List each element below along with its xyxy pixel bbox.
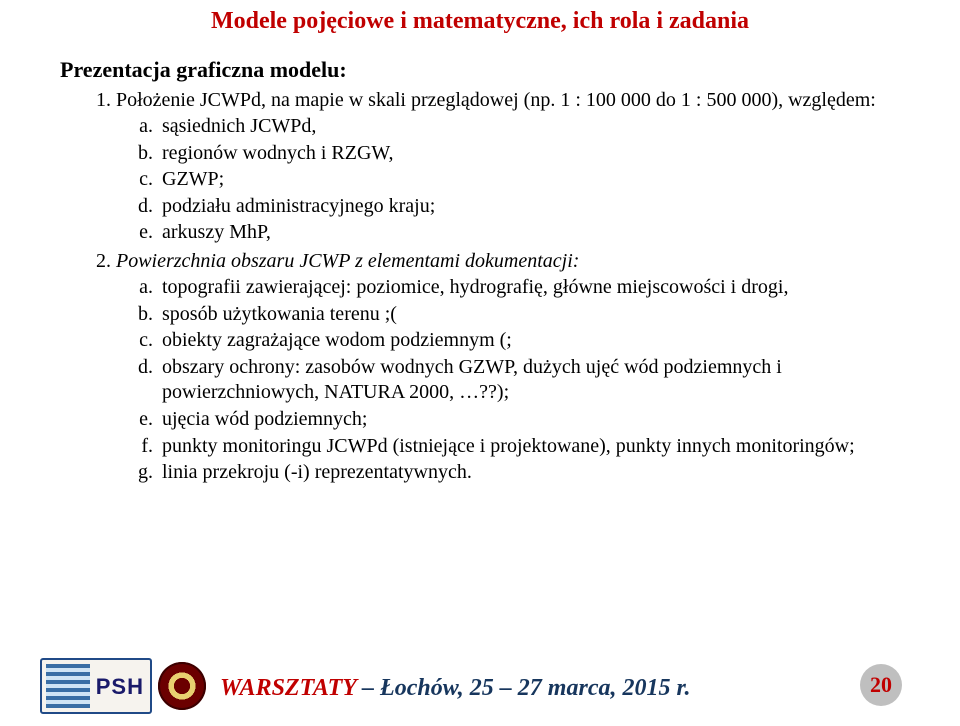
list-item-2-sublist: topografii zawierającej: poziomice, hydr… xyxy=(116,275,900,486)
slide-title-text: Modele pojęciowe i matematyczne, ich rol… xyxy=(211,8,749,34)
list-item-1-sublist: sąsiednich JCWPd, regionów wodnych i RZG… xyxy=(116,114,900,246)
list-item-2b: sposób użytkowania terenu ;( xyxy=(158,302,900,328)
list-item-1a-text: sąsiednich JCWPd, xyxy=(162,115,316,137)
psh-logo-label: PSH xyxy=(96,674,144,700)
list-item-1c-text: GZWP; xyxy=(162,168,224,190)
slide-title: Modele pojęciowe i matematyczne, ich rol… xyxy=(60,8,900,35)
footer-accent-word: WARSZTATY xyxy=(220,675,356,701)
institute-emblem-circle-icon xyxy=(158,662,206,710)
subheading-text: Prezentacja graficzna modelu: xyxy=(60,57,347,82)
list-item-1d-text: podziału administracyjnego kraju; xyxy=(162,195,435,217)
list-item-2a-text: topografii zawierającej: poziomice, hydr… xyxy=(162,276,788,298)
list-item-2g-text: linia przekroju (-i) reprezentatywnych. xyxy=(162,461,472,483)
list-item-1: Położenie JCWPd, na mapie w skali przegl… xyxy=(116,89,900,246)
list-item-2a: topografii zawierającej: poziomice, hydr… xyxy=(158,275,900,301)
slide-page: Modele pojęciowe i matematyczne, ich rol… xyxy=(0,0,960,726)
list-item-1b-text: regionów wodnych i RZGW, xyxy=(162,142,393,164)
list-item-2: Powierzchnia obszaru JCWP z elementami d… xyxy=(116,250,900,486)
list-item-1c: GZWP; xyxy=(158,167,900,193)
page-number-badge: 20 xyxy=(860,664,902,706)
list-item-2b-text: sposób użytkowania terenu ;( xyxy=(162,303,397,325)
footer: PSH WARSZTATY – Łochów, 25 – 27 marca, 2… xyxy=(0,652,960,716)
numbered-list: Położenie JCWPd, na mapie w skali przegl… xyxy=(60,89,900,486)
list-item-2f: punkty monitoringu JCWPd (istniejące i p… xyxy=(158,434,900,460)
list-item-1e-text: arkuszy MhP, xyxy=(162,221,271,243)
psh-logo-stripes-icon xyxy=(46,664,90,708)
list-item-2c-text: obiekty zagrażające wodom podziemnym (; xyxy=(162,329,512,351)
list-item-1-intro: Położenie JCWPd, na mapie w skali przegl… xyxy=(116,89,876,111)
list-item-1d: podziału administracyjnego kraju; xyxy=(158,194,900,220)
list-item-2e: ujęcia wód podziemnych; xyxy=(158,407,900,433)
list-item-2d-text: obszary ochrony: zasobów wodnych GZWP, d… xyxy=(162,356,782,404)
list-item-2f-text: punkty monitoringu JCWPd (istniejące i p… xyxy=(162,435,855,457)
footer-rest: – Łochów, 25 – 27 marca, 2015 r. xyxy=(356,675,690,701)
list-item-2-intro: Powierzchnia obszaru JCWP z elementami d… xyxy=(116,250,579,272)
list-item-2g: linia przekroju (-i) reprezentatywnych. xyxy=(158,460,900,486)
list-item-1a: sąsiednich JCWPd, xyxy=(158,114,900,140)
subheading: Prezentacja graficzna modelu: xyxy=(60,57,900,83)
footer-text: WARSZTATY – Łochów, 25 – 27 marca, 2015 … xyxy=(220,675,690,702)
psh-logo-icon: PSH xyxy=(40,658,152,714)
list-item-2c: obiekty zagrażające wodom podziemnym (; xyxy=(158,328,900,354)
psh-logo-box: PSH xyxy=(40,658,152,714)
list-item-2e-text: ujęcia wód podziemnych; xyxy=(162,408,368,430)
page-number: 20 xyxy=(870,672,892,698)
institute-emblem-icon xyxy=(158,662,206,710)
list-item-1e: arkuszy MhP, xyxy=(158,220,900,246)
list-item-2d: obszary ochrony: zasobów wodnych GZWP, d… xyxy=(158,355,900,406)
list-item-1b: regionów wodnych i RZGW, xyxy=(158,141,900,167)
